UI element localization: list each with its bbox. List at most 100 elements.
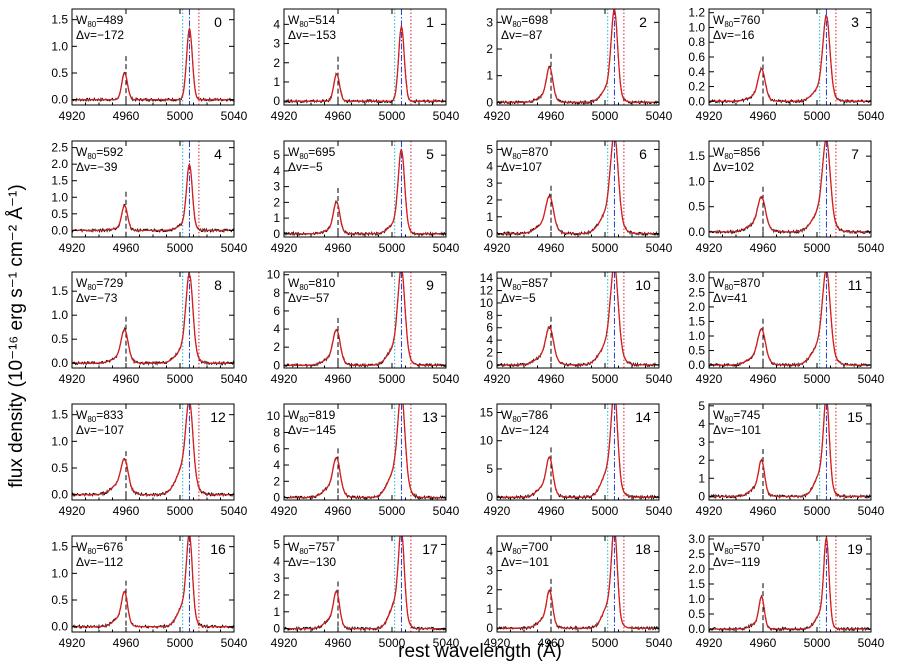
- y-tick-label: 0: [273, 622, 280, 636]
- y-tick-label: 2.5: [688, 285, 705, 299]
- fit-series: [72, 272, 234, 364]
- w80-annotation: W80=592: [76, 145, 124, 161]
- dv-annotation: Δv=−87: [501, 28, 543, 42]
- y-tick-label: 1: [273, 211, 280, 225]
- y-tick-label: 10: [480, 434, 494, 448]
- dv-annotation: Δv=−16: [713, 28, 755, 42]
- fit-series: [284, 536, 446, 630]
- data-series: [72, 272, 234, 366]
- y-tick-label: 2: [273, 588, 280, 602]
- y-tick-label: 0.5: [688, 344, 705, 358]
- x-tick-label: 4960: [113, 372, 140, 386]
- w80-annotation: W80=489: [76, 13, 124, 29]
- dv-annotation: Δv=−73: [76, 291, 118, 305]
- x-tick-label: 4960: [750, 109, 777, 123]
- y-tick-label: 2.0: [51, 157, 68, 171]
- y-tick-label: 5: [273, 148, 280, 162]
- panel-label: 5: [426, 146, 434, 162]
- panel-label: 9: [426, 277, 434, 293]
- dv-annotation: Δv=−172: [76, 28, 124, 42]
- y-tick-label: 2: [486, 583, 493, 597]
- w80-annotation: W80=745: [713, 408, 761, 424]
- y-tick-label: 3: [486, 564, 493, 578]
- w80-annotation: W80=760: [713, 13, 761, 29]
- y-tick-label: 0: [273, 227, 280, 241]
- y-tick-label: 0.0: [51, 223, 68, 237]
- x-tick-label: 5000: [167, 504, 194, 518]
- x-tick-label: 4920: [271, 241, 298, 255]
- dv-annotation: Δv=−101: [501, 555, 549, 569]
- y-tick-label: 0: [486, 621, 493, 635]
- x-tick-label: 4960: [113, 241, 140, 255]
- x-tick-label: 4920: [59, 372, 86, 386]
- x-tick-label: 4960: [538, 636, 565, 650]
- x-tick-label: 5040: [433, 109, 460, 123]
- fit-series: [284, 148, 446, 235]
- x-tick-label: 5000: [592, 636, 619, 650]
- y-tick-label: 0.5: [51, 593, 68, 607]
- x-tick-label: 5040: [858, 504, 885, 518]
- fit-series: [497, 272, 659, 366]
- x-tick-label: 4920: [696, 372, 723, 386]
- dv-annotation: Δv=41: [713, 291, 748, 305]
- y-tick-label: 0.2: [688, 80, 705, 94]
- x-tick-label: 5040: [646, 372, 673, 386]
- x-axis-title: rest wavelength (Å): [398, 641, 562, 662]
- w80-annotation: W80=695: [288, 145, 336, 161]
- y-tick-label: 0: [486, 490, 493, 504]
- y-tick-label: 10: [480, 296, 494, 310]
- y-tick-label: 1.0: [688, 592, 705, 606]
- fit-series: [284, 272, 446, 366]
- fit-series: [72, 27, 234, 101]
- data-series: [497, 272, 659, 368]
- fit-series: [497, 404, 659, 498]
- y-tick-label: 1.5: [51, 174, 68, 188]
- y-tick-label: 4: [486, 544, 493, 558]
- x-tick-label: 5000: [167, 372, 194, 386]
- y-tick-label: 1.5: [51, 540, 68, 554]
- x-tick-label: 4960: [750, 372, 777, 386]
- y-tick-label: 0.5: [51, 332, 68, 346]
- y-tick-label: 0.6: [688, 50, 705, 64]
- dv-annotation: Δv=107: [501, 160, 542, 174]
- y-tick-label: 4: [273, 164, 280, 178]
- w80-annotation: W80=570: [713, 540, 761, 556]
- y-tick-label: 2: [698, 453, 705, 467]
- y-tick-label: 1: [273, 75, 280, 89]
- dv-annotation: Δv=−101: [713, 423, 761, 437]
- x-tick-label: 4920: [59, 109, 86, 123]
- panel-11: 4920 4960 5000 5040 0.00.51.01.52.02.53.0 W80…: [688, 271, 884, 386]
- x-tick-label: 4960: [538, 504, 565, 518]
- y-tick-label: 1: [486, 69, 493, 83]
- x-tick-label: 5040: [433, 504, 460, 518]
- fit-series: [709, 14, 871, 102]
- y-tick-label: 4: [486, 333, 493, 347]
- x-tick-label: 4960: [750, 504, 777, 518]
- panel-16: 4920 4960 5000 5040 0.0 0.5 1.0 1.5 W80=676Δv=−1…: [51, 535, 248, 650]
- x-tick-label: 4960: [538, 372, 565, 386]
- fit-series: [709, 141, 871, 233]
- y-tick-label: 0: [273, 94, 280, 108]
- panel-label: 17: [422, 541, 438, 557]
- y-tick-label: 1: [486, 210, 493, 224]
- x-tick-label: 5000: [592, 372, 619, 386]
- y-tick-label: 1: [273, 605, 280, 619]
- dv-annotation: Δv=−112: [76, 555, 123, 569]
- y-tick-label: 0.8: [688, 35, 705, 49]
- x-tick-label: 4960: [538, 109, 565, 123]
- y-tick-label: 0.5: [51, 207, 68, 221]
- y-tick-label: 0.4: [688, 65, 705, 79]
- w80-annotation: W80=870: [713, 276, 761, 292]
- w80-annotation: W80=676: [76, 540, 124, 556]
- y-tick-label: 4: [273, 554, 280, 568]
- panel-label: 3: [851, 14, 859, 30]
- y-tick-label: 0.5: [51, 66, 68, 80]
- panel-label: 19: [847, 541, 863, 557]
- y-tick-label: 3: [486, 15, 493, 29]
- y-tick-label: 1.5: [51, 13, 68, 27]
- x-tick-label: 4920: [484, 504, 511, 518]
